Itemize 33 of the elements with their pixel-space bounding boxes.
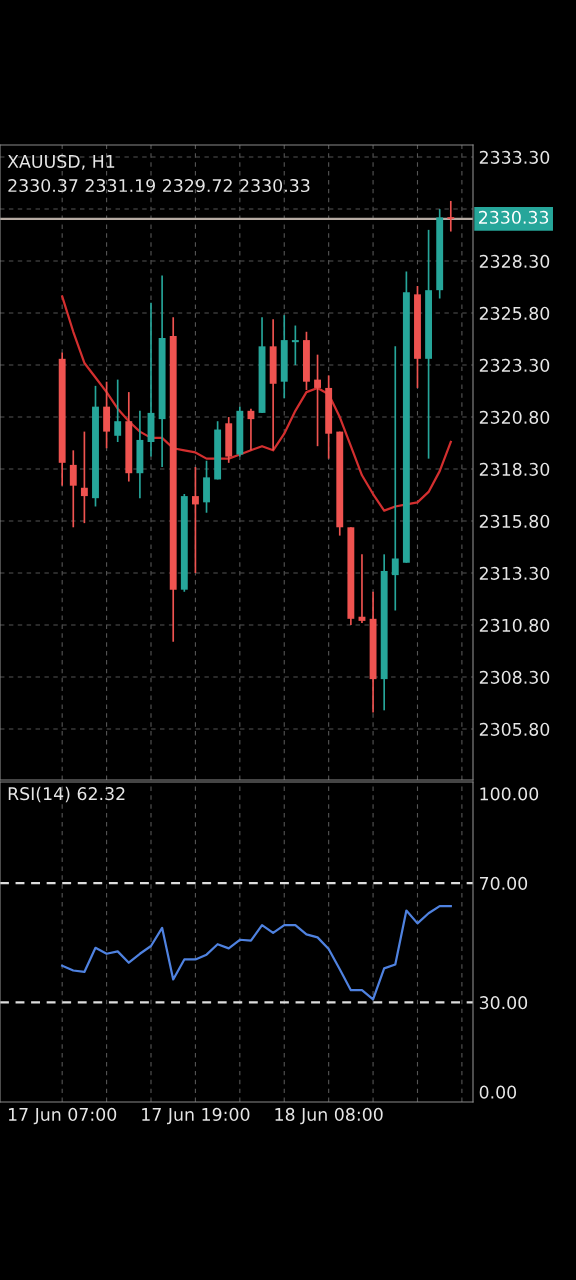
x-tick-label: 17 Jun 07:00 (8, 1107, 117, 1125)
y-tick-label: 2318.30 (479, 462, 550, 476)
candlestick (191, 466, 199, 574)
y-tick-label: 0.00 (479, 1085, 517, 1099)
candlestick (447, 200, 455, 233)
ref-line-label: 2330.33 (479, 210, 549, 224)
y-tick-label: 2328.30 (479, 254, 550, 268)
text: 2330.37 2331.19 2329.72 2330.33 (8, 178, 310, 193)
x-tick-label: 18 Jun 08:00 (275, 1107, 383, 1125)
candlestick (247, 407, 255, 452)
y-tick-label: 2313.30 (479, 566, 550, 580)
y-tick-label: 2323.30 (479, 358, 550, 372)
x-tick-label: 17 Jun 19:00 (142, 1107, 250, 1125)
y-tick-label: 2325.80 (479, 306, 550, 320)
y-tick-label: 2333.30 (479, 150, 550, 164)
candlestick (391, 345, 399, 612)
candlestick (291, 324, 299, 366)
y-tick-label: 2308.30 (479, 670, 550, 684)
y-tick-label: 2305.80 (479, 722, 550, 736)
y-tick-label: 70.00 (479, 876, 528, 890)
y-tick-label: 30.00 (479, 996, 528, 1010)
candlestick (114, 378, 122, 443)
y-tick-label: 2310.80 (479, 618, 550, 632)
y-tick-label: 100.00 (480, 787, 539, 801)
chart-title: RSI(14) 62.32 (8, 786, 125, 803)
candlestick (314, 353, 321, 448)
line-series (61, 904, 452, 1001)
line-series (61, 295, 452, 512)
candlestick (69, 449, 77, 529)
y-tick-label: 2315.80 (479, 514, 550, 528)
y-tick-label: 2320.80 (479, 410, 550, 424)
chart-title: XAUUSD, H1 (7, 154, 115, 170)
candlestick (80, 430, 88, 524)
